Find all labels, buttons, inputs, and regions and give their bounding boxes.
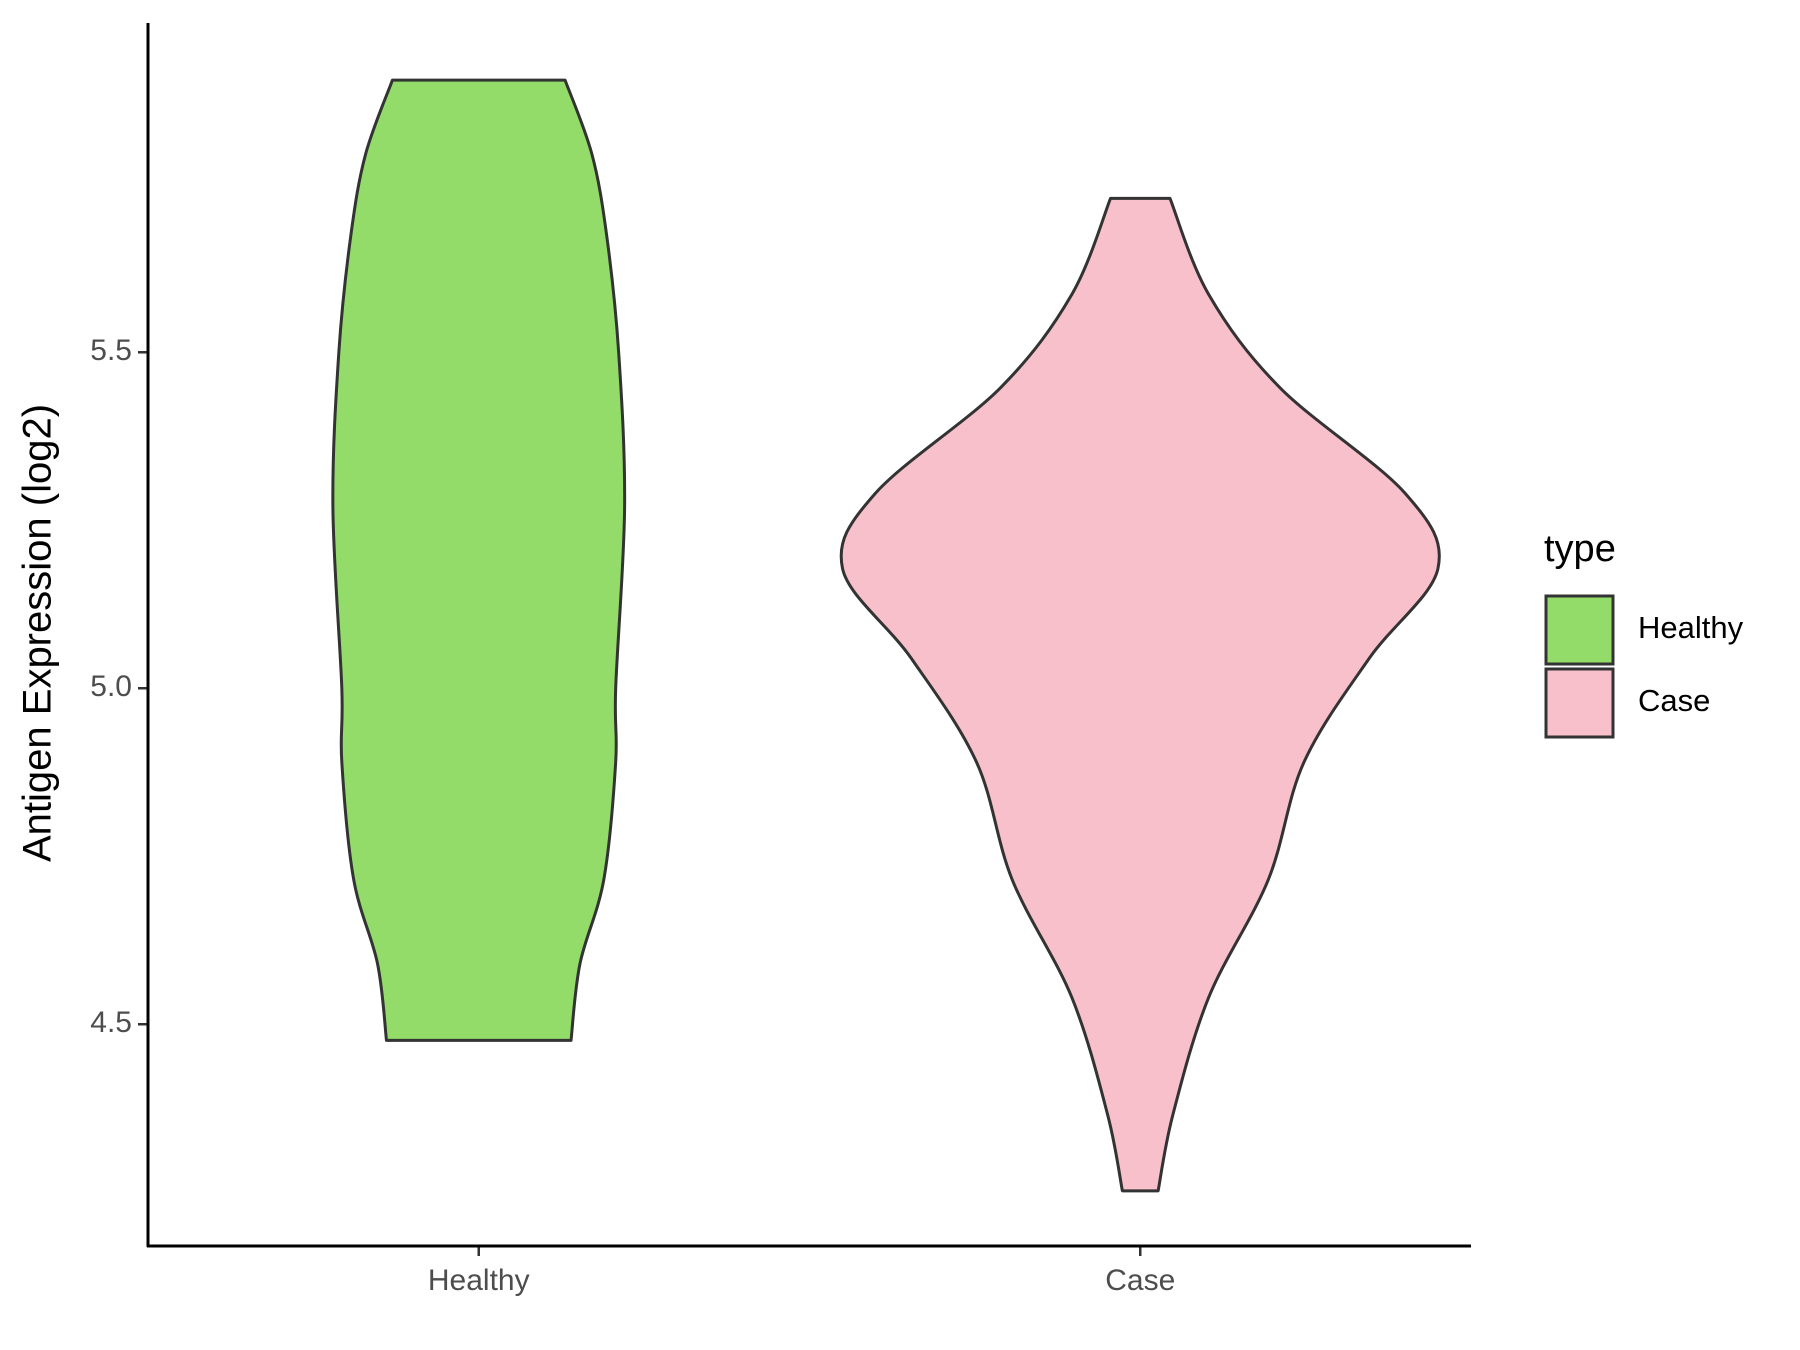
legend-label: Healthy bbox=[1638, 610, 1744, 645]
y-axis-title: Antigen Expression (log2) bbox=[16, 404, 60, 862]
violin bbox=[331, 78, 627, 1042]
y-tick-label: 4.5 bbox=[90, 1006, 132, 1039]
violin bbox=[839, 196, 1441, 1193]
x-tick-label: Case bbox=[1105, 1264, 1175, 1297]
y-tick-label: 5.5 bbox=[90, 334, 132, 367]
legend-swatch bbox=[1544, 594, 1615, 666]
legend-title: type bbox=[1544, 528, 1616, 570]
legend-label: Case bbox=[1638, 683, 1710, 718]
legend-swatch bbox=[1544, 667, 1615, 739]
x-tick-label: Healthy bbox=[428, 1264, 530, 1297]
y-tick-label: 5.0 bbox=[90, 670, 132, 703]
